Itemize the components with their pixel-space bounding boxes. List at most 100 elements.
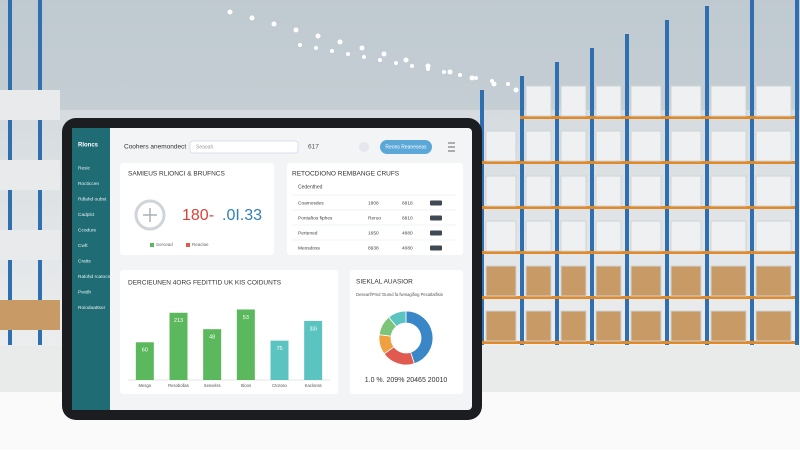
box [755,85,792,117]
table-cell: 6818 [402,200,413,206]
sidebar-item[interactable]: Cadplct [78,212,95,218]
box [670,85,702,117]
row-action [430,245,442,251]
box [670,220,702,252]
rack-beam [665,116,705,119]
rack-beam [590,341,625,344]
sidebar-item[interactable]: Rocticcen [78,181,99,187]
rack-beam [555,161,590,164]
ceiling-light [249,15,255,21]
ceiling-light [490,79,494,83]
rack-beam [520,251,555,254]
box [710,85,747,117]
ceiling-light [359,45,365,51]
ceiling-light [378,58,382,62]
rack-beam [480,251,520,254]
box [0,230,60,260]
summary-icon-glyph [143,208,157,222]
row-action [430,200,442,206]
rack-beam [750,161,795,164]
bar-label: 213 [174,318,183,324]
rack-beam [555,206,590,209]
row-action [430,215,442,221]
racks [0,0,799,345]
table-cell: 1650 [368,230,379,236]
rack-upright [520,76,524,345]
search-placeholder: Seaoah [196,144,213,150]
box [710,130,747,162]
sidebar-item[interactable]: Rdlahd oubst [78,196,107,202]
ceiling-light [337,39,343,45]
rack-beam [665,206,705,209]
ceiling-light [227,9,233,15]
sidebar-menu: Resic Rocticcen Rdlahd oubst Cadplct Ccodure… [78,165,111,311]
table-cell: Meosdoss [298,245,320,251]
avatar[interactable] [359,142,369,152]
rack-beam [520,206,555,209]
rack-beam [555,116,590,119]
donut-subtitle: Desearf/Pmd 'Dumd fa fwmagifiog Pecatlat… [356,292,443,297]
menu-icon[interactable] [448,142,455,152]
ceiling-light [330,49,334,53]
sidebar-item[interactable]: Ccodure [78,227,96,233]
rack-beam [665,161,705,164]
sidebar-item[interactable]: Resic [78,165,91,171]
ceiling-light [381,51,387,57]
table-cell: 1808 [368,200,379,206]
rack-beam [555,251,590,254]
rack-beam [705,206,750,209]
box [485,130,517,162]
rack-beam [625,161,665,164]
action-button[interactable] [380,140,432,154]
sidebar-item[interactable]: Cratts [78,258,91,264]
table-cell: Reruo [368,215,381,221]
table-card [287,163,463,255]
action-button-label: Reons Reaneseas [385,144,427,150]
search-box[interactable] [189,140,299,154]
box [630,175,662,207]
table-cell: 4080 [402,245,413,251]
sidebar-item[interactable]: Pwidh [78,289,91,295]
box [670,175,702,207]
bar [270,340,289,380]
table-header: Cedenthed [298,184,323,190]
rack-upright [705,6,709,345]
sidebar-item[interactable]: Roiodaattsor [78,305,106,311]
box [595,85,622,117]
bar [135,342,154,380]
rack-upright [555,62,559,345]
box [525,310,552,342]
rack-beam [590,161,625,164]
ceiling-light [298,43,302,47]
rack-beam [555,341,590,344]
ceiling-light [513,87,519,93]
rack-beam [625,206,665,209]
donut-segment [388,310,407,328]
rack-upright [590,48,594,345]
rack-beam [705,296,750,299]
legend-label: Sorcead [156,242,173,247]
bar-chart: 60 Mesgo 213 Resobollas 48 Sesvelss 53 Sloos 75 C… [128,309,330,388]
rack-beam [705,161,750,164]
box [670,310,702,342]
ceiling-light [410,64,414,68]
box [710,175,747,207]
ceiling-light [315,33,321,39]
box [630,85,662,117]
rack-beam [520,296,555,299]
sidebar-item[interactable]: Cwft [78,243,88,249]
kpi-part-1: 180- [182,207,214,224]
ceiling-light [314,46,318,50]
box [0,160,60,190]
box [630,220,662,252]
kpi-part-2: .0I.33 [222,207,262,224]
table-cell: 4880 [402,230,413,236]
rack-beam [750,296,795,299]
box [525,130,552,162]
ceiling-light [458,73,462,77]
table-title: RETOCDIONO REMBANGE CRUFS [292,171,400,178]
donut-chart [378,310,434,366]
sidebar-item[interactable]: Ralohd rcatocn [78,274,111,280]
rack-upright [665,20,669,345]
box [0,90,60,120]
